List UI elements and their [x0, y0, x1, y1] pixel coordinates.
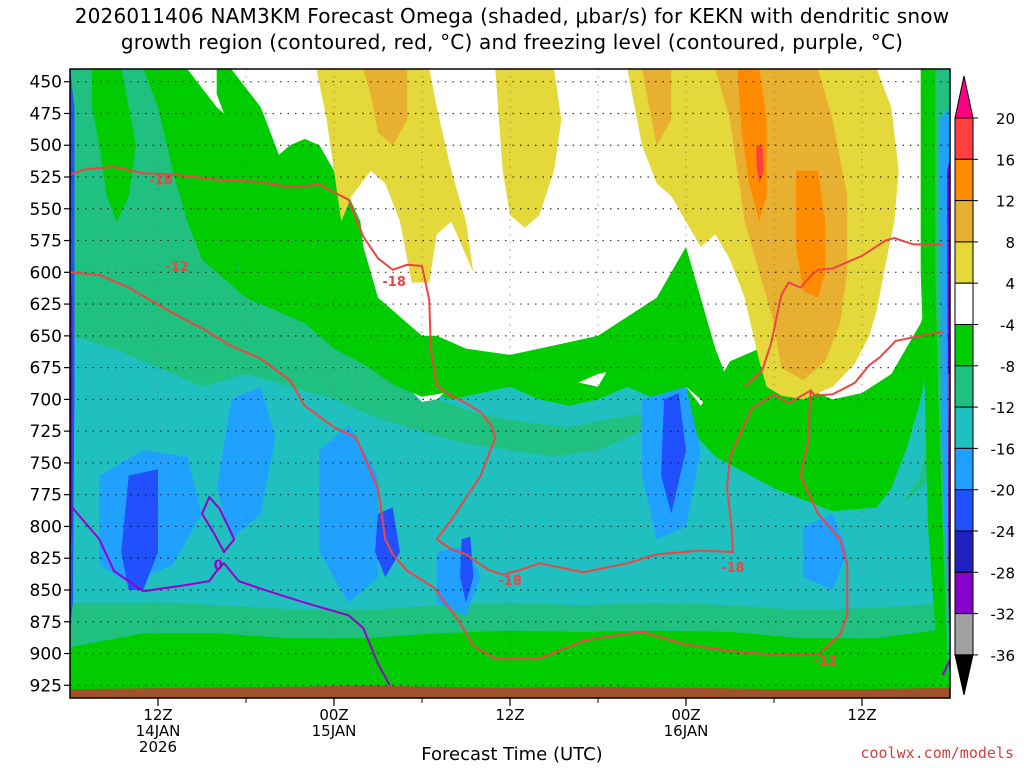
- x-tick-label: 12Z: [495, 706, 524, 724]
- x-tick-label: 12Z: [143, 706, 172, 724]
- colorbar-bin: [954, 117, 974, 160]
- y-tick-label: 525: [30, 168, 62, 188]
- colorbar-label: -12: [991, 399, 1016, 417]
- omega-shading: [70, 69, 950, 698]
- x-tick-label: 12Z: [847, 706, 876, 724]
- y-tick-label: 875: [30, 613, 62, 633]
- chart-title: 2026011406 NAM3KM Forecast Omega (shaded…: [74, 4, 950, 28]
- y-tick-label: 900: [30, 645, 62, 665]
- colorbar-bin: [954, 200, 974, 243]
- field-blue24-1: [121, 469, 158, 590]
- field-orange8-1: [642, 69, 672, 146]
- field-green-topleft: [92, 69, 136, 222]
- colorbar-label: -4: [1000, 317, 1015, 335]
- colorbar-bin: [954, 406, 974, 449]
- field-red16: [756, 145, 764, 184]
- colorbar: 20 16 12 8 4 -4 -8 -12 -16 -20 -24 -28 -32 -36: [954, 75, 1016, 696]
- colorbar-bin: [954, 571, 974, 615]
- dendritic-contour: [70, 271, 849, 660]
- x-tick-year: 2026: [139, 738, 177, 756]
- x-tick-label: 00Z: [671, 706, 700, 724]
- colorbar-label: 16: [996, 151, 1015, 169]
- y-tick-label: 500: [30, 136, 62, 156]
- colorbar-bin: [954, 447, 974, 491]
- y-tick-label: 700: [30, 390, 62, 410]
- colorbar-bottom-arrow: [954, 654, 974, 696]
- y-tick-label: 450: [30, 73, 62, 93]
- field-yellow-left: [316, 69, 474, 283]
- field-blue20-2: [216, 386, 276, 540]
- colorbar-label: -28: [991, 564, 1016, 582]
- contour-label: -18: [721, 561, 745, 576]
- freezing-contour: [70, 504, 391, 686]
- colorbar-label: 20: [996, 110, 1015, 128]
- colorbar-bin: [954, 613, 974, 656]
- colorbar-label: -32: [991, 606, 1016, 624]
- freezing-contour: [941, 659, 950, 676]
- y-tick-label: 550: [30, 200, 62, 220]
- y-tick-label: 675: [30, 359, 62, 379]
- y-tick-label: 575: [30, 232, 62, 252]
- y-tick-label: 600: [30, 263, 62, 283]
- x-tick-date: 16JAN: [664, 722, 709, 740]
- colorbar-bin: [954, 282, 974, 326]
- x-axis-label: Forecast Time (UTC): [421, 744, 603, 765]
- colorbar-label: 12: [996, 193, 1015, 211]
- x-tick-date: 14JAN: [136, 722, 181, 740]
- field-teal-lower: [70, 600, 950, 648]
- field-yellow-mid: [495, 69, 562, 228]
- y-tick-label: 475: [30, 104, 62, 124]
- colorbar-bin: [954, 241, 974, 284]
- colorbar-label: -16: [991, 440, 1016, 458]
- field-cyan-left: [70, 335, 950, 603]
- colorbar-label: -8: [1000, 358, 1015, 376]
- field-blue20-6: [803, 513, 848, 590]
- x-tick-date: 15JAN: [312, 722, 357, 740]
- colorbar-label: 8: [1005, 234, 1015, 252]
- colorbar-bin: [954, 489, 974, 532]
- y-tick-label: 750: [30, 454, 62, 474]
- field-green-mid: [158, 69, 745, 432]
- y-tick-label: 825: [30, 549, 62, 569]
- y-tick-label: 775: [30, 486, 62, 506]
- freezing-contour: [201, 495, 236, 554]
- field-orange12-2: [796, 170, 826, 298]
- field-blue24-3: [661, 393, 686, 514]
- x-tick-label: 00Z: [319, 706, 348, 724]
- contour-label: -18: [498, 574, 522, 589]
- colorbar-bin: [954, 530, 974, 573]
- colorbar-bin: [954, 324, 974, 367]
- colorbar-label: -36: [991, 647, 1016, 665]
- contour-label: -12: [814, 654, 838, 669]
- y-tick-label: 925: [30, 676, 62, 696]
- contours: -18 -12 -18 -18 -18 -12 0: [70, 165, 950, 686]
- field-orange12-1: [737, 69, 767, 222]
- dendritic-contour: [744, 236, 943, 388]
- contour-label: 0: [214, 559, 223, 574]
- colorbar-label: -24: [991, 523, 1016, 541]
- dendritic-contour: [809, 331, 943, 397]
- field-orange8-3: [363, 69, 408, 146]
- colorbar-bin: [954, 158, 974, 202]
- y-tick-label: 625: [30, 295, 62, 315]
- colorbar-label: 4: [1005, 275, 1015, 293]
- colorbar-top-arrow: [954, 75, 974, 119]
- y-tick-label: 725: [30, 422, 62, 442]
- chart-subtitle: growth region (contoured, red, °C) and f…: [120, 30, 904, 54]
- contour-label: -12: [165, 260, 189, 275]
- field-green-topmid: [216, 69, 298, 222]
- site-credit[interactable]: coolwx.com/models: [860, 744, 1014, 762]
- contour-label: -18: [149, 174, 173, 189]
- y-tick-label: 850: [30, 581, 62, 601]
- colorbar-label: -20: [991, 482, 1016, 500]
- dendritic-contour: [70, 165, 492, 426]
- y-tick-label: 650: [30, 327, 62, 347]
- axes: 450 475 500 525 550 575 600 625 650 675 700 725 750 7…: [30, 68, 951, 756]
- colorbar-bin: [954, 365, 974, 408]
- contour-label: -18: [382, 275, 406, 290]
- y-tick-label: 800: [30, 517, 62, 537]
